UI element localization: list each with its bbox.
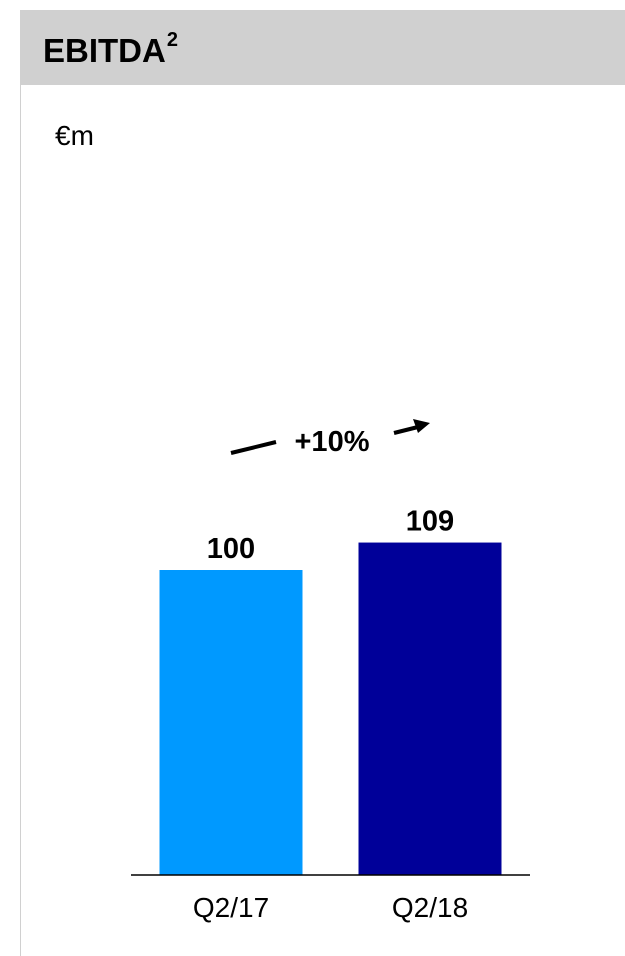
change-arrow-tail (230, 440, 277, 455)
chart-panel: EBITDA2 (20, 10, 625, 956)
x-tick-label: Q2/18 (392, 892, 468, 923)
bar-q2-17 (159, 570, 303, 875)
bar-value-label: 109 (406, 506, 454, 538)
chart-title: EBITDA2 (43, 29, 178, 70)
change-arrow-shaft (393, 425, 419, 435)
change-label: +10% (295, 426, 370, 458)
title-footnote-marker: 2 (166, 29, 178, 51)
chart-header: EBITDA2 (21, 10, 625, 85)
bar-q2-18 (358, 542, 502, 875)
unit-label: €m (55, 120, 94, 151)
bar-value-label: 100 (207, 533, 255, 565)
chart-title-text: EBITDA (43, 32, 166, 69)
x-tick-label: Q2/17 (193, 892, 269, 923)
change-arrow-head (413, 419, 430, 433)
